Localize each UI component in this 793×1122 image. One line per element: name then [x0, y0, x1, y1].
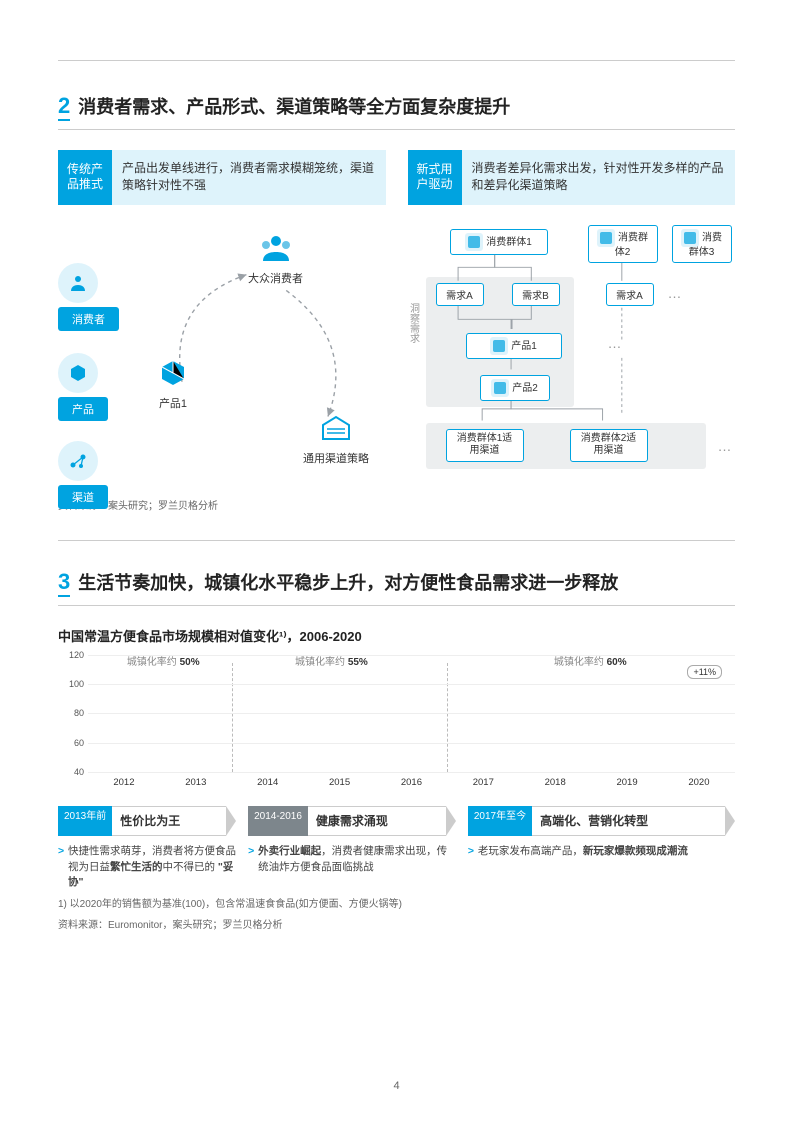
section2-heading: 2 消费者需求、产品形式、渠道策略等全方面复杂度提升 — [58, 93, 735, 130]
chart: 城镇化率约 50% 城镇化率约 55% 城镇化率约 60% +11% 20122… — [58, 655, 735, 790]
section3-source: 资料来源：Euromonitor，案头研究；罗兰贝格分析 — [58, 918, 735, 933]
x-tick-label: 2017 — [447, 777, 519, 788]
section3-title: 生活节奏加快，城镇化水平稳步上升，对方便性食品需求进一步释放 — [78, 569, 618, 595]
left-diagram: 消费者 产品 渠道 大众消费者 产品1 通用渠道策略 — [58, 223, 386, 483]
section2-left-col: 传统产品推式 产品出发单线进行，消费者需求模糊笼统，渠道策略针对性不强 消费者 … — [58, 150, 386, 483]
phase-title: 健康需求涌现 — [308, 806, 446, 836]
section3-body: 中国常温方便食品市场规模相对值变化¹⁾，2006-2020 城镇化率约 50% … — [58, 626, 735, 933]
group1-box: 消费群体1 — [450, 229, 548, 255]
group2-box: 消费群体2 — [588, 225, 658, 263]
mass-consumer-icon — [259, 233, 293, 263]
section2-right-col: 新式用户驱动 消费者差异化需求出发，针对性开发多样的产品和差异化渠道策略 洞察需… — [408, 150, 736, 483]
dots-3: … — [718, 438, 734, 454]
phase: 2014-2016健康需求涌现外卖行业崛起，消费者健康需求出现，传统油炸方便食品… — [248, 806, 456, 891]
phase-tag: 2014-2016 — [248, 806, 308, 836]
right-desc: 消费者差异化需求出发，针对性开发多样的产品和差异化渠道策略 — [462, 150, 736, 205]
x-tick-label: 2016 — [376, 777, 448, 788]
chevron-right-icon — [446, 806, 456, 836]
chevron-right-icon — [725, 806, 735, 836]
phase-head: 2013年前性价比为王 — [58, 806, 236, 836]
needA-box: 需求A — [436, 283, 484, 306]
x-tick-label: 2018 — [519, 777, 591, 788]
section2-number: 2 — [58, 93, 70, 121]
gridline — [88, 772, 735, 773]
y-tick-label: 120 — [69, 650, 84, 660]
channel-pill: 渠道 — [58, 485, 108, 509]
y-tick-label: 60 — [74, 738, 84, 748]
phase-title: 性价比为王 — [112, 806, 226, 836]
left-tag: 传统产品推式 — [58, 150, 112, 205]
y-tick-label: 80 — [74, 708, 84, 718]
top-rule — [58, 60, 735, 61]
x-tick-label: 2013 — [160, 777, 232, 788]
channel1-box: 消费群体1适用渠道 — [446, 429, 524, 462]
phases-row: 2013年前性价比为王快捷性需求萌芽，消费者将方便食品视为日益繁忙生活的中不得已… — [58, 806, 735, 891]
product1-icon — [158, 358, 188, 388]
section3-number: 3 — [58, 569, 70, 597]
chart-title: 中国常温方便食品市场规模相对值变化¹⁾，2006-2020 — [58, 626, 735, 645]
phase: 2017年至今高端化、营销化转型老玩家发布高端产品，新玩家爆款频现成潮流 — [468, 806, 735, 891]
y-tick-label: 100 — [69, 679, 84, 689]
needA2-box: 需求A — [606, 283, 654, 306]
phase-title: 高端化、营销化转型 — [532, 806, 725, 836]
channel2-box: 消费群体2适用渠道 — [570, 429, 648, 462]
group3-box: 消费群体3 — [672, 225, 732, 263]
product-icon — [58, 353, 98, 393]
product-pill: 产品 — [58, 397, 108, 421]
phase-bullet: 老玩家发布高端产品，新玩家爆款频现成潮流 — [468, 844, 735, 860]
people-icon — [465, 233, 483, 251]
phase: 2013年前性价比为王快捷性需求萌芽，消费者将方便食品视为日益繁忙生活的中不得已… — [58, 806, 236, 891]
right-diagram: 洞察需求 消费群体1 消费群体2 消费群体3 需求A 需求B 需求A … 产品1… — [408, 223, 736, 483]
x-tick-label: 2015 — [304, 777, 376, 788]
channel-icon — [58, 441, 98, 481]
insight-label: 洞察需求 — [406, 303, 421, 343]
gridline — [88, 684, 735, 685]
consumer-pill: 消费者 — [58, 307, 119, 331]
section2-title: 消费者需求、产品形式、渠道策略等全方面复杂度提升 — [78, 93, 510, 119]
chevron-right-icon — [226, 806, 236, 836]
x-tick-label: 2014 — [232, 777, 304, 788]
footnote: 1) 以2020年的销售额为基准(100)，包含常温速食食品(如方便面、方便火锅… — [58, 897, 735, 912]
x-tick-label: 2012 — [88, 777, 160, 788]
phase-bullet: 快捷性需求萌芽，消费者将方便食品视为日益繁忙生活的中不得已的 "妥协" — [58, 844, 236, 891]
x-tick-label: 2020 — [663, 777, 735, 788]
dots-2: … — [608, 335, 624, 351]
needB-box: 需求B — [512, 283, 560, 306]
cube-icon — [491, 379, 509, 397]
phase-tag: 2017年至今 — [468, 806, 532, 836]
dots-1: … — [668, 285, 684, 301]
consumer-icon — [58, 263, 98, 303]
section3-heading: 3 生活节奏加快，城镇化水平稳步上升，对方便性食品需求进一步释放 — [58, 569, 735, 606]
gridline — [88, 743, 735, 744]
x-tick-label: 2019 — [591, 777, 663, 788]
right-tag-row: 新式用户驱动 消费者差异化需求出发，针对性开发多样的产品和差异化渠道策略 — [408, 150, 736, 205]
phase-head: 2014-2016健康需求涌现 — [248, 806, 456, 836]
product2-box: 产品2 — [480, 375, 550, 401]
left-desc: 产品出发单线进行，消费者需求模糊笼统，渠道策略针对性不强 — [112, 150, 386, 205]
gridline — [88, 713, 735, 714]
channel-strategy-label: 通用渠道策略 — [303, 450, 369, 466]
people-icon — [681, 229, 699, 247]
y-tick-label: 40 — [74, 767, 84, 777]
people-icon — [597, 229, 615, 247]
section2-body: 传统产品推式 产品出发单线进行，消费者需求模糊笼统，渠道策略针对性不强 消费者 … — [58, 150, 735, 483]
product1-label: 产品1 — [158, 395, 188, 411]
right-tag: 新式用户驱动 — [408, 150, 462, 205]
gridline — [88, 655, 735, 656]
page-number: 4 — [0, 1080, 793, 1092]
phase-tag: 2013年前 — [58, 806, 112, 836]
channel-strategy-icon — [319, 413, 353, 443]
separator — [58, 540, 735, 541]
mass-consumer-label: 大众消费者 — [248, 270, 303, 286]
section2-source: 资料来源：案头研究；罗兰贝格分析 — [58, 497, 735, 512]
cube-icon — [490, 337, 508, 355]
chart-plot: 城镇化率约 50% 城镇化率约 55% 城镇化率约 60% +11% 20122… — [88, 655, 735, 772]
product1-box: 产品1 — [466, 333, 562, 359]
phase-bullet: 外卖行业崛起，消费者健康需求出现，传统油炸方便食品面临挑战 — [248, 844, 456, 876]
phase-head: 2017年至今高端化、营销化转型 — [468, 806, 735, 836]
left-tag-row: 传统产品推式 产品出发单线进行，消费者需求模糊笼统，渠道策略针对性不强 — [58, 150, 386, 205]
